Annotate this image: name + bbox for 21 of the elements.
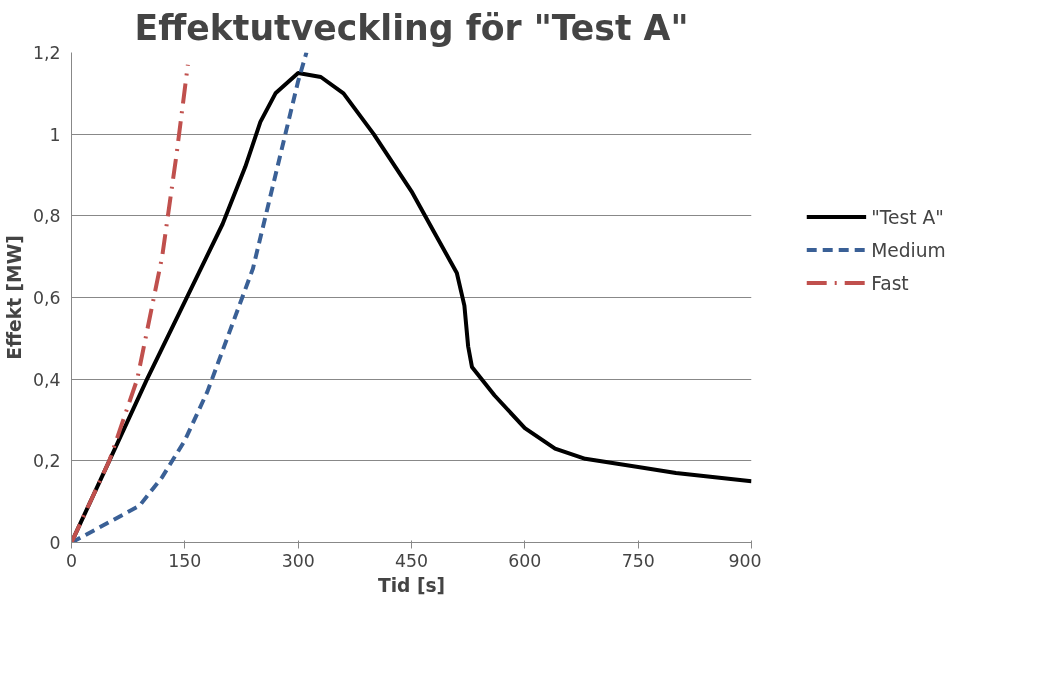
legend-label: Medium — [871, 239, 946, 261]
y-tick-label: 0,8 — [32, 206, 61, 227]
x-tick-label: 0 — [65, 550, 78, 571]
x-axis-title: Tid [s] — [377, 574, 446, 596]
x-tick-label: 300 — [281, 550, 315, 571]
y-tick-label: 1,2 — [32, 43, 61, 63]
x-tick-label: 450 — [394, 550, 429, 571]
x-tick-label: 900 — [728, 550, 762, 571]
line-series — [71, 62, 190, 543]
y-axis-title: Effekt [MW] — [3, 235, 25, 360]
y-tick-label: 1 — [49, 124, 61, 145]
y-tick-label: 0,4 — [32, 369, 61, 390]
legend-label: "Test A" — [871, 206, 944, 228]
y-tick-label: 0 — [49, 533, 61, 553]
y-tick-label: 0,6 — [32, 288, 61, 308]
x-tick-label: 150 — [168, 550, 202, 571]
y-tick-label: 0,2 — [32, 451, 61, 472]
x-tick-label: 750 — [621, 550, 655, 571]
x-tick-label: 600 — [508, 550, 542, 571]
legend-label: Fast — [871, 272, 909, 294]
chart-title: Effektutveckling för "Test A" — [134, 7, 689, 48]
